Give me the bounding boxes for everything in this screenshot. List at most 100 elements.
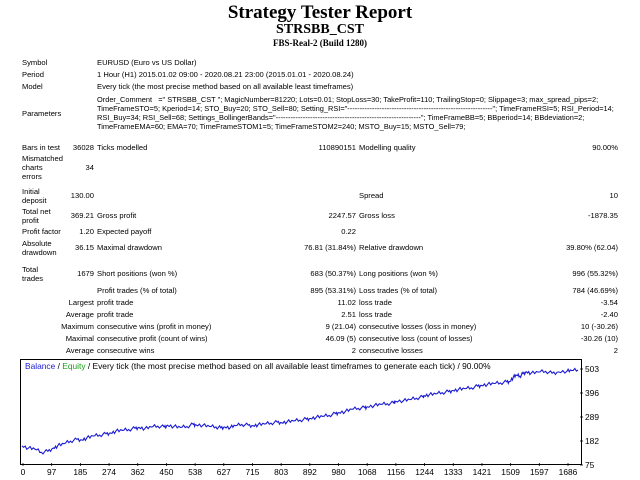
period-label: Period xyxy=(22,70,44,79)
average2-label: Average xyxy=(65,346,94,355)
model-label: Model xyxy=(22,82,43,91)
legend-description: / Every tick (the most precise method ba… xyxy=(87,361,491,371)
x-tick-label: 1686 xyxy=(558,467,578,477)
maxdd-value: 76.81 (31.84%) xyxy=(304,243,356,252)
x-tick-label: 715 xyxy=(245,467,260,477)
ticks-label: Ticks modelled xyxy=(97,143,148,152)
x-tick-label: 803 xyxy=(274,467,289,477)
spread-value: 10 xyxy=(609,191,618,200)
largest-profit-label: profit trade xyxy=(97,298,134,307)
netprofit-value: 369.21 xyxy=(70,211,94,220)
mismatch-label-2: charts xyxy=(22,163,43,172)
maximum-label: Maximum xyxy=(61,322,94,331)
losstrades-label: Loss trades (% of total) xyxy=(359,286,438,295)
y-tick-label: 75 xyxy=(585,460,595,470)
x-tick-label: 0 xyxy=(20,467,26,477)
x-tick-label: 1597 xyxy=(529,467,549,477)
legend-separator: / xyxy=(57,361,60,371)
symbol-label: Symbol xyxy=(22,58,48,67)
payoff-value: 0.22 xyxy=(341,227,356,236)
max-wins-value: 9 (21.04) xyxy=(325,322,356,331)
expert-name: STRSBB_CST xyxy=(276,22,364,37)
long-value: 996 (55.32%) xyxy=(572,269,618,278)
avg-losses-value: 2 xyxy=(613,346,618,355)
maximal-profit-value: 46.09 (5) xyxy=(325,334,356,343)
y-tick-label: 289 xyxy=(585,412,599,422)
absdd-value: 36.15 xyxy=(74,243,94,252)
x-tick-label: 450 xyxy=(159,467,174,477)
netprofit-label-1: Total net xyxy=(22,207,51,216)
y-tick-label: 182 xyxy=(585,436,599,446)
legend-equity: Equity xyxy=(62,361,86,371)
average-profit-value: 2.51 xyxy=(341,310,356,319)
deposit-label-2: deposit xyxy=(22,196,47,205)
largest-label: Largest xyxy=(68,298,94,307)
avg-wins-value: 2 xyxy=(351,346,356,355)
x-tick-label: 538 xyxy=(188,467,203,477)
x-tick-label: 97 xyxy=(47,467,57,477)
proftrades-label: Profit trades (% of total) xyxy=(97,286,177,295)
x-tick-label: 1156 xyxy=(386,467,405,477)
x-tick-label: 980 xyxy=(331,467,346,477)
deposit-value: 130.00 xyxy=(70,191,94,200)
balance-line xyxy=(21,367,579,455)
absdd-label-2: drawdown xyxy=(22,248,57,257)
short-label: Short positions (won %) xyxy=(97,269,178,278)
trades-value: 1679 xyxy=(77,269,94,278)
maximal-loss-label: consecutive loss (count of losses) xyxy=(359,334,473,343)
bars-value: 36028 xyxy=(72,143,94,152)
mismatch-value: 34 xyxy=(85,163,94,172)
period-value: 1 Hour (H1) 2015.01.02 09:00 - 2020.08.2… xyxy=(97,70,354,79)
mismatch-label-1: Mismatched xyxy=(22,154,63,163)
pf-label: Profit factor xyxy=(22,227,61,236)
pf-value: 1.20 xyxy=(79,227,94,236)
parameters-label: Parameters xyxy=(22,109,62,118)
trades-label-2: trades xyxy=(22,274,44,283)
maximal-loss-value: -30.26 (10) xyxy=(580,334,618,343)
legend-balance: Balance xyxy=(25,361,56,371)
x-tick-label: 1244 xyxy=(415,467,434,477)
largest-loss-value: -3.54 xyxy=(600,298,618,307)
reldd-value: 39.80% (62.04) xyxy=(566,243,618,252)
x-tick-label: 1421 xyxy=(472,467,492,477)
server-build: FBS-Real-2 (Build 1280) xyxy=(272,38,367,48)
reldd-label: Relative drawdown xyxy=(359,243,424,252)
grossloss-value: -1878.35 xyxy=(588,211,618,220)
max-wins-label: consecutive wins (profit in money) xyxy=(97,322,212,331)
ticks-value: 110890151 xyxy=(318,143,356,152)
average-loss-label: loss trade xyxy=(359,310,392,319)
grossprofit-label: Gross profit xyxy=(97,211,137,220)
deposit-label-1: Initial xyxy=(22,187,40,196)
balance-chart xyxy=(20,359,582,465)
x-tick-label: 1068 xyxy=(357,467,377,477)
maximal-profit-label: consecutive profit (count of wins) xyxy=(97,334,208,343)
parameters-value: Order_Comment =" STRSBB_CST "; MagicNumb… xyxy=(97,95,616,131)
x-tick-label: 362 xyxy=(130,467,145,477)
grossloss-label: Gross loss xyxy=(359,211,395,220)
average-profit-label: profit trade xyxy=(97,310,134,319)
report-title: Strategy Tester Report xyxy=(227,2,413,23)
payoff-label: Expected payoff xyxy=(97,227,152,236)
x-tick-label: 1333 xyxy=(443,467,463,477)
chart-legend: Balance / Equity / Every tick (the most … xyxy=(25,361,491,371)
maximal-label: Maximal xyxy=(65,334,94,343)
average-loss-value: -2.40 xyxy=(600,310,618,319)
netprofit-label-2: profit xyxy=(22,216,39,225)
grossprofit-value: 2247.57 xyxy=(328,211,356,220)
absdd-label-1: Absolute xyxy=(22,239,52,248)
x-tick-label: 892 xyxy=(302,467,317,477)
largest-loss-label: loss trade xyxy=(359,298,392,307)
x-tick-label: 274 xyxy=(102,467,117,477)
max-losses-value: 10 (-30.26) xyxy=(580,322,618,331)
y-tick-label: 396 xyxy=(585,388,599,398)
average-label: Average xyxy=(65,310,94,319)
bars-label: Bars in test xyxy=(22,143,60,152)
maxdd-label: Maximal drawdown xyxy=(97,243,162,252)
long-label: Long positions (won %) xyxy=(359,269,438,278)
model-value: Every tick (the most precise method base… xyxy=(97,82,354,91)
x-tick-label: 1509 xyxy=(501,467,520,477)
proftrades-value: 895 (53.31%) xyxy=(310,286,356,295)
avg-losses-label: consecutive losses xyxy=(359,346,423,355)
max-losses-label: consecutive losses (loss in money) xyxy=(359,322,477,331)
